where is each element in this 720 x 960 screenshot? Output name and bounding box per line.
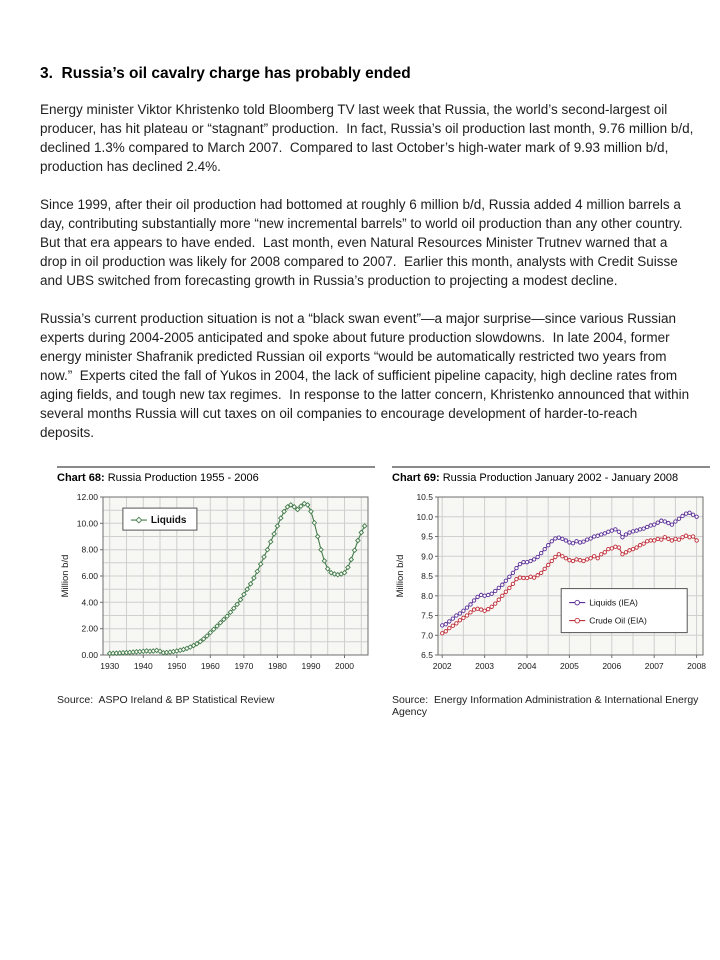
y-tick-label: 2.00 (81, 624, 98, 634)
legend-label: Liquids (IEA) (589, 598, 638, 608)
paragraph-2: Since 1999, after their oil production h… (40, 197, 691, 288)
chart-68-title: Chart 68: Russia Production 1955 - 2006 (57, 472, 375, 484)
x-tick-label: 2000 (335, 661, 354, 671)
legend-label: Liquids (151, 515, 187, 526)
legend-box (122, 507, 198, 531)
chart-69-title-text: Russia Production January 2002 - January… (442, 472, 679, 484)
chart-68-canvas: 0.00 2.00 4.00 6.00 8.00 10.00 12.00 1930 1940 19… (60, 492, 369, 671)
charts-row: Chart 68: Russia Production 1955 - 2006 0… (57, 466, 710, 718)
chart-69-number: Chart 69: (392, 472, 440, 484)
y-tick-label: 6.5 (421, 650, 433, 660)
x-tick-label: 1930 (100, 661, 119, 671)
x-tick-label: 1950 (167, 661, 186, 671)
x-tick-label: 2007 (645, 661, 664, 671)
chart-69-title: Chart 69: Russia Production January 2002 … (392, 472, 710, 484)
section-heading: 3. Russia’s oil cavalry charge has proba… (40, 65, 411, 82)
chart-69-source: Source: Energy Information Administratio… (392, 694, 701, 718)
x-tick-label: 1960 (201, 661, 220, 671)
y-tick-label: 10.00 (77, 518, 99, 528)
y-tick-label: 7.5 (421, 611, 433, 621)
chart-68-number: Chart 68: (57, 472, 105, 484)
page-content: 3. Russia’s oil cavalry charge has proba… (40, 65, 710, 718)
x-tick-label: 1940 (134, 661, 153, 671)
y-tick-label: 9.5 (421, 532, 433, 542)
legend-box (560, 588, 688, 634)
chart-68-top-rule (57, 466, 375, 468)
chart-68-source: Source: ASPO Ireland & BP Statistical Re… (57, 694, 275, 706)
y-tick-label: 10.5 (416, 492, 433, 502)
chart-69-top-rule (392, 466, 710, 468)
y-tick-label: 10.0 (416, 512, 433, 522)
x-tick-label: 1980 (268, 661, 287, 671)
y-tick-label: 6.00 (81, 571, 98, 581)
y-tick-label: 12.00 (77, 492, 99, 502)
x-tick-label: 2004 (518, 661, 537, 671)
y-axis-label: Million b/d (60, 555, 71, 598)
paragraph-1: Energy minister Viktor Khristenko told B… (40, 102, 698, 174)
chart-68-figure: Chart 68: Russia Production 1955 - 2006 0… (57, 466, 375, 718)
x-tick-label: 2003 (475, 661, 494, 671)
y-tick-label: 0.00 (81, 650, 98, 660)
x-tick-label: 2008 (687, 661, 706, 671)
x-tick-label: 1990 (302, 661, 321, 671)
y-tick-label: 9.0 (421, 551, 433, 561)
legend-label: Crude Oil (EIA) (589, 616, 647, 626)
chart-68-title-text: Russia Production 1955 - 2006 (107, 472, 259, 484)
paragraph-3: Russia’s current production situation is… (40, 311, 693, 440)
y-axis-label: Million b/d (395, 555, 406, 598)
x-tick-label: 2005 (560, 661, 579, 671)
x-tick-label: 2002 (433, 661, 452, 671)
y-tick-label: 4.00 (81, 597, 98, 607)
x-tick-label: 1970 (234, 661, 253, 671)
y-tick-label: 8.5 (421, 571, 433, 581)
y-tick-label: 8.00 (81, 545, 98, 555)
y-tick-label: 7.0 (421, 630, 433, 640)
y-tick-label: 8.0 (421, 591, 433, 601)
chart-69-figure: Chart 69: Russia Production January 2002 … (392, 466, 710, 718)
chart-69-canvas: 6.5 7.0 7.5 8.0 8.5 9.0 9.5 10.0 10.5 2002 2003 200… (395, 492, 706, 671)
x-tick-label: 2006 (602, 661, 621, 671)
